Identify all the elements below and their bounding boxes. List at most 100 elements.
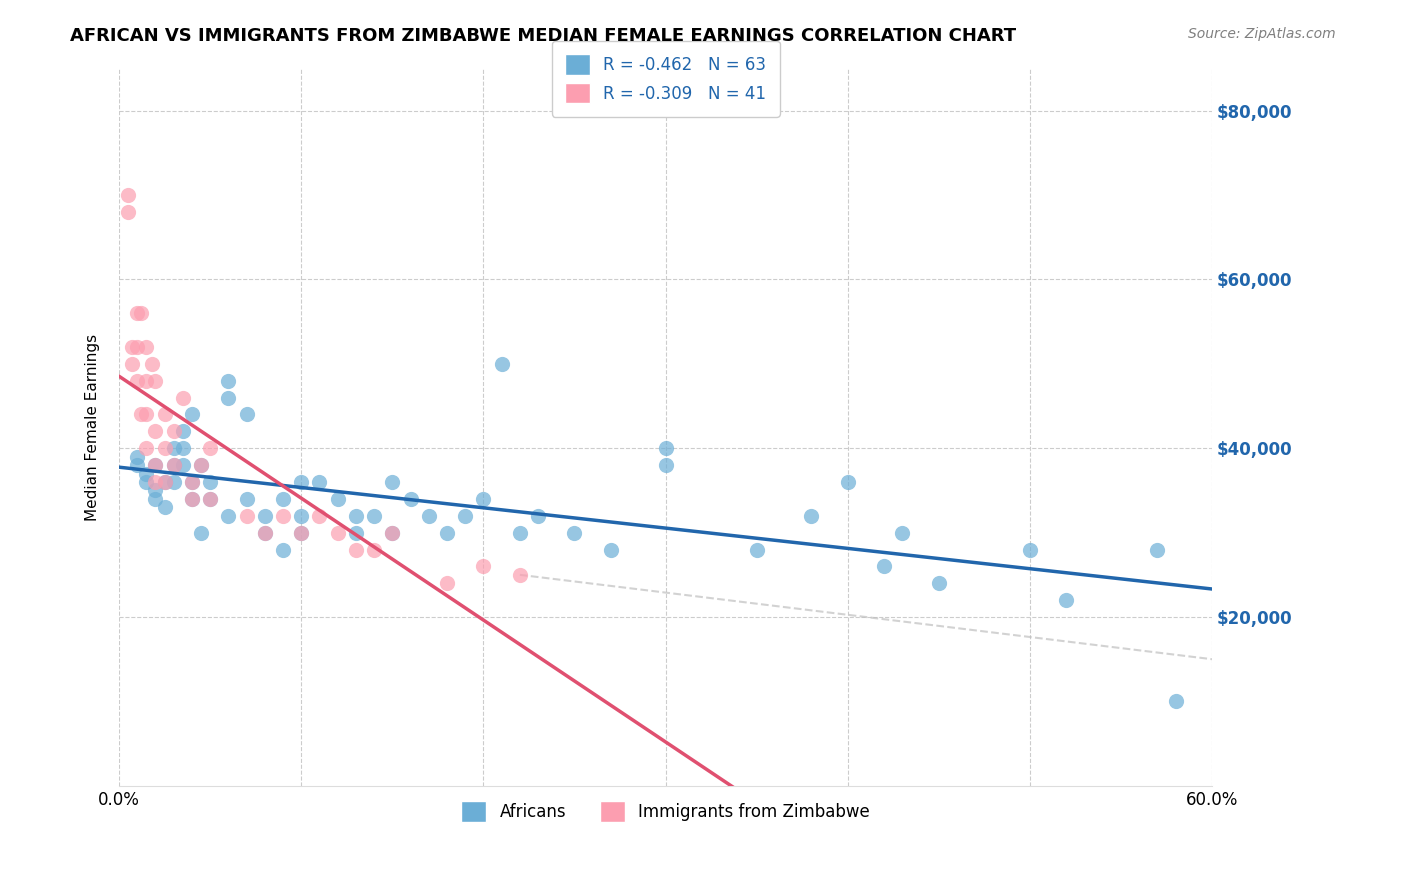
- Point: [381, 525, 404, 540]
- Point: [181, 491, 204, 506]
- Point: [198, 491, 221, 506]
- Point: [135, 340, 157, 354]
- Point: [344, 508, 367, 523]
- Point: [190, 525, 212, 540]
- Point: [145, 483, 167, 498]
- Point: [198, 475, 221, 489]
- Legend: Africans, Immigrants from Zimbabwe: Africans, Immigrants from Zimbabwe: [449, 788, 883, 835]
- Point: [190, 458, 212, 472]
- Point: [190, 458, 212, 472]
- Point: [436, 525, 458, 540]
- Point: [253, 525, 276, 540]
- Point: [181, 475, 204, 489]
- Point: [127, 306, 149, 320]
- Point: [135, 374, 157, 388]
- Point: [127, 374, 149, 388]
- Point: [290, 525, 312, 540]
- Y-axis label: Median Female Earnings: Median Female Earnings: [86, 334, 100, 521]
- Point: [163, 442, 186, 456]
- Point: [129, 306, 152, 320]
- Point: [344, 542, 367, 557]
- Point: [271, 491, 294, 506]
- Point: [654, 458, 676, 472]
- Point: [172, 391, 194, 405]
- Point: [509, 567, 531, 582]
- Point: [153, 475, 176, 489]
- Point: [418, 508, 440, 523]
- Point: [121, 340, 143, 354]
- Point: [472, 559, 495, 574]
- Point: [172, 425, 194, 439]
- Point: [153, 500, 176, 515]
- Point: [198, 491, 221, 506]
- Point: [326, 525, 349, 540]
- Point: [141, 357, 163, 371]
- Point: [253, 508, 276, 523]
- Point: [891, 525, 914, 540]
- Point: [145, 425, 167, 439]
- Point: [290, 475, 312, 489]
- Point: [135, 467, 157, 481]
- Point: [308, 508, 330, 523]
- Point: [127, 458, 149, 472]
- Point: [129, 408, 152, 422]
- Point: [509, 525, 531, 540]
- Point: [253, 525, 276, 540]
- Point: [217, 508, 239, 523]
- Point: [145, 475, 167, 489]
- Point: [308, 475, 330, 489]
- Point: [837, 475, 859, 489]
- Point: [1164, 694, 1187, 708]
- Point: [121, 357, 143, 371]
- Point: [290, 508, 312, 523]
- Point: [153, 408, 176, 422]
- Point: [800, 508, 823, 523]
- Point: [436, 576, 458, 591]
- Point: [198, 442, 221, 456]
- Point: [117, 205, 139, 219]
- Point: [472, 491, 495, 506]
- Text: Source: ZipAtlas.com: Source: ZipAtlas.com: [1188, 27, 1336, 41]
- Point: [344, 525, 367, 540]
- Point: [145, 491, 167, 506]
- Point: [491, 357, 513, 371]
- Point: [600, 542, 623, 557]
- Point: [381, 525, 404, 540]
- Point: [153, 442, 176, 456]
- Point: [172, 442, 194, 456]
- Point: [153, 475, 176, 489]
- Point: [135, 442, 157, 456]
- Point: [163, 458, 186, 472]
- Point: [873, 559, 896, 574]
- Point: [135, 408, 157, 422]
- Point: [745, 542, 768, 557]
- Point: [127, 340, 149, 354]
- Point: [163, 425, 186, 439]
- Point: [181, 491, 204, 506]
- Point: [217, 391, 239, 405]
- Point: [181, 408, 204, 422]
- Point: [217, 374, 239, 388]
- Point: [363, 542, 385, 557]
- Point: [399, 491, 422, 506]
- Point: [1019, 542, 1042, 557]
- Point: [527, 508, 550, 523]
- Point: [654, 442, 676, 456]
- Point: [928, 576, 950, 591]
- Point: [135, 475, 157, 489]
- Point: [235, 508, 257, 523]
- Point: [271, 542, 294, 557]
- Point: [1146, 542, 1168, 557]
- Point: [454, 508, 477, 523]
- Point: [163, 458, 186, 472]
- Point: [181, 475, 204, 489]
- Point: [172, 458, 194, 472]
- Point: [145, 458, 167, 472]
- Point: [326, 491, 349, 506]
- Point: [363, 508, 385, 523]
- Point: [145, 374, 167, 388]
- Point: [235, 491, 257, 506]
- Point: [163, 475, 186, 489]
- Point: [381, 475, 404, 489]
- Point: [1054, 593, 1077, 607]
